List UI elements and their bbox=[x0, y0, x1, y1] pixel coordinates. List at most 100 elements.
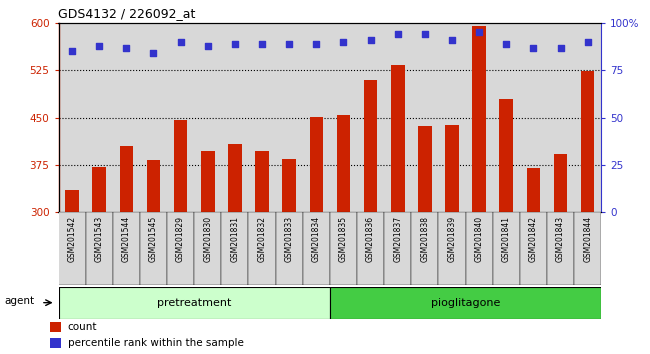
Point bbox=[528, 45, 539, 51]
Bar bbox=[221, 23, 248, 212]
Bar bbox=[526, 168, 540, 212]
Text: GSM201542: GSM201542 bbox=[68, 216, 77, 262]
Point bbox=[365, 37, 376, 43]
Text: GSM201837: GSM201837 bbox=[393, 216, 402, 262]
Bar bbox=[194, 23, 221, 212]
Bar bbox=[248, 23, 276, 212]
Bar bbox=[255, 150, 269, 212]
Text: GSM201543: GSM201543 bbox=[95, 216, 104, 262]
Bar bbox=[248, 212, 276, 285]
Bar bbox=[174, 120, 187, 212]
Bar bbox=[113, 212, 140, 285]
Point bbox=[474, 30, 484, 35]
Bar bbox=[439, 23, 465, 212]
Bar bbox=[201, 150, 214, 212]
Point bbox=[447, 37, 457, 43]
Bar bbox=[92, 167, 106, 212]
Bar bbox=[86, 23, 113, 212]
Point bbox=[257, 41, 267, 47]
Bar bbox=[493, 23, 520, 212]
Bar bbox=[384, 212, 411, 285]
Bar bbox=[65, 190, 79, 212]
Bar bbox=[303, 212, 330, 285]
Bar bbox=[276, 212, 303, 285]
Bar bbox=[465, 212, 493, 285]
Bar bbox=[574, 23, 601, 212]
Point bbox=[121, 45, 131, 51]
Text: GSM201838: GSM201838 bbox=[421, 216, 430, 262]
Bar bbox=[574, 212, 601, 285]
Text: GSM201839: GSM201839 bbox=[447, 216, 456, 262]
Bar bbox=[554, 154, 567, 212]
Bar bbox=[228, 144, 242, 212]
Text: agent: agent bbox=[5, 296, 35, 306]
Bar bbox=[86, 212, 113, 285]
Point bbox=[284, 41, 294, 47]
Text: GSM201843: GSM201843 bbox=[556, 216, 565, 262]
Bar bbox=[221, 212, 248, 285]
Point bbox=[203, 43, 213, 48]
Bar bbox=[58, 212, 86, 285]
Point bbox=[94, 43, 105, 48]
Bar bbox=[445, 125, 459, 212]
Text: GSM201833: GSM201833 bbox=[285, 216, 294, 262]
Bar bbox=[499, 99, 513, 212]
Text: pioglitagone: pioglitagone bbox=[431, 298, 500, 308]
Text: GSM201545: GSM201545 bbox=[149, 216, 158, 262]
Point bbox=[582, 39, 593, 45]
Bar bbox=[147, 160, 161, 212]
Bar bbox=[330, 287, 601, 319]
Bar bbox=[357, 212, 384, 285]
Bar bbox=[276, 23, 303, 212]
Text: GSM201836: GSM201836 bbox=[366, 216, 375, 262]
Bar bbox=[309, 117, 323, 212]
Text: GSM201829: GSM201829 bbox=[176, 216, 185, 262]
Bar bbox=[418, 126, 432, 212]
Text: GSM201544: GSM201544 bbox=[122, 216, 131, 262]
Text: GSM201844: GSM201844 bbox=[583, 216, 592, 262]
Text: GSM201831: GSM201831 bbox=[230, 216, 239, 262]
Bar bbox=[167, 212, 194, 285]
Text: GSM201830: GSM201830 bbox=[203, 216, 213, 262]
Bar bbox=[473, 26, 486, 212]
Text: GSM201832: GSM201832 bbox=[257, 216, 266, 262]
Point bbox=[420, 32, 430, 37]
Point bbox=[555, 45, 566, 51]
Bar bbox=[581, 71, 595, 212]
Text: GSM201841: GSM201841 bbox=[502, 216, 511, 262]
Bar bbox=[330, 212, 357, 285]
Text: GSM201840: GSM201840 bbox=[474, 216, 484, 262]
Bar bbox=[50, 322, 60, 332]
Bar bbox=[411, 23, 438, 212]
Bar bbox=[337, 115, 350, 212]
Text: pretreatment: pretreatment bbox=[157, 298, 231, 308]
Point bbox=[176, 39, 186, 45]
Bar bbox=[140, 23, 167, 212]
Bar bbox=[58, 23, 86, 212]
Text: GDS4132 / 226092_at: GDS4132 / 226092_at bbox=[58, 7, 196, 21]
Text: percentile rank within the sample: percentile rank within the sample bbox=[68, 338, 244, 348]
Point bbox=[311, 41, 322, 47]
Bar bbox=[547, 23, 574, 212]
Bar bbox=[520, 212, 547, 285]
Bar bbox=[58, 287, 330, 319]
Bar bbox=[330, 23, 357, 212]
Text: GSM201842: GSM201842 bbox=[529, 216, 538, 262]
Bar bbox=[465, 23, 493, 212]
Bar bbox=[547, 212, 574, 285]
Bar bbox=[140, 212, 167, 285]
Bar bbox=[357, 23, 384, 212]
Point bbox=[501, 41, 512, 47]
Bar bbox=[113, 23, 140, 212]
Bar bbox=[282, 159, 296, 212]
Point bbox=[229, 41, 240, 47]
Bar bbox=[120, 146, 133, 212]
Bar bbox=[411, 212, 438, 285]
Text: GSM201835: GSM201835 bbox=[339, 216, 348, 262]
Bar bbox=[520, 23, 547, 212]
Bar bbox=[391, 65, 404, 212]
Bar bbox=[364, 80, 378, 212]
Point bbox=[393, 32, 403, 37]
Bar bbox=[50, 338, 60, 348]
Point bbox=[67, 48, 77, 54]
